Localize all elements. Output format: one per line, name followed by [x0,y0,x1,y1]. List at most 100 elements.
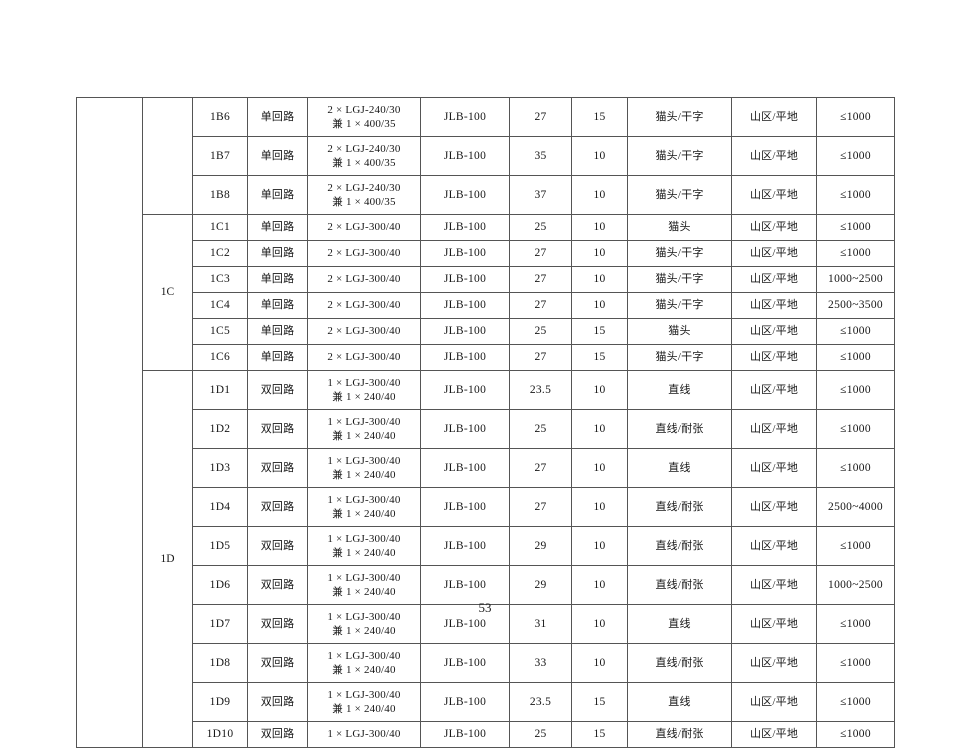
tower-type-cell: 猫头/干字 [627,292,732,319]
code-cell: 1C5 [192,318,248,345]
terrain-cell: 山区/平地 [731,175,817,215]
altitude-cell: ≤1000 [816,97,895,137]
tower-type-cell: 直线 [627,448,732,488]
table-row: 1C6 单回路 2 × LGJ-300/40 JLB-100 27 15 猫头/干字 山区/平… [77,344,895,371]
conductor-line-2-value: 1 × 240/40 [345,546,396,559]
conductor-line-1: 2 × LGJ-300/40 [327,247,401,260]
code-cell: 1C2 [192,240,248,267]
conductor-line-2: 兼 1 × 400/35 [310,156,418,170]
conductor-line-2-value: 1 × 240/40 [345,585,396,598]
ground-wire-cell: JLB-100 [420,240,510,267]
tower-type-cell: 直线/耐张 [627,565,732,605]
conductor-line-1: 1 × LGJ-300/40 [327,728,401,741]
ground-wire-cell: JLB-100 [420,318,510,345]
terrain-cell: 山区/平地 [731,526,817,566]
conductor-spec-cell: 2 × LGJ-240/30 兼 1 × 400/35 [307,175,421,215]
altitude-cell: ≤1000 [816,682,895,722]
circuit-type-cell: 单回路 [247,175,308,215]
conductor-line-2-value: 1 × 240/40 [345,624,396,637]
code-cell: 1C1 [192,214,248,241]
conductor-spec-cell: 2 × LGJ-300/40 [307,240,421,267]
document-page: 1B6 单回路 2 × LGJ-240/30 兼 1 × 400/35 JLB-100 2… [76,97,895,748]
conductor-line-2-prefix: 兼 [332,117,343,130]
conductor-line-1: 2 × LGJ-300/40 [327,325,401,338]
span-cell: 15 [571,721,628,748]
table-row: 1C 1C1 单回路 2 × LGJ-300/40 JLB-100 25 10 猫头 山区/平地… [77,214,895,371]
table-body: 1B6 单回路 2 × LGJ-240/30 兼 1 × 400/35 JLB-100 2… [76,97,895,748]
span-cell: 10 [571,292,628,319]
table-row: 1C3 单回路 2 × LGJ-300/40 JLB-100 27 10 猫头/干字 山区/平… [77,266,895,293]
conductor-line-1: 1 × LGJ-300/40 [327,688,401,701]
conductor-line-2-value: 1 × 240/40 [345,663,396,676]
conductor-line-1: 2 × LGJ-240/30 [327,181,401,194]
ground-wire-cell: JLB-100 [420,409,510,449]
height-cell: 37 [509,175,572,215]
tower-type-cell: 直线/耐张 [627,721,732,748]
conductor-spec-cell: 1 × LGJ-300/40 兼 1 × 240/40 [307,565,421,605]
conductor-line-2-value: 1 × 400/35 [345,156,396,169]
tower-type-cell: 猫头 [627,214,732,241]
circuit-type-cell: 双回路 [247,448,308,488]
circuit-type-cell: 双回路 [247,643,308,683]
conductor-line-1: 1 × LGJ-300/40 [327,493,401,506]
conductor-line-1: 1 × LGJ-300/40 [327,610,401,623]
height-cell: 35 [509,136,572,176]
ground-wire-cell: JLB-100 [420,292,510,319]
span-cell: 10 [571,643,628,683]
conductor-line-2: 兼 1 × 400/35 [310,195,418,209]
conductor-line-2: 兼 1 × 240/40 [310,507,418,521]
altitude-cell: ≤1000 [816,526,895,566]
conductor-spec-cell: 1 × LGJ-300/40 兼 1 × 240/40 [307,643,421,683]
conductor-line-2: 兼 1 × 240/40 [310,702,418,716]
span-cell: 15 [571,97,628,137]
conductor-line-2: 兼 1 × 240/40 [310,663,418,677]
conductor-line-2: 兼 1 × 240/40 [310,468,418,482]
span-cell: 10 [571,409,628,449]
tower-type-cell: 猫头/干字 [627,344,732,371]
terrain-cell: 山区/平地 [731,409,817,449]
conductor-line-2: 兼 1 × 240/40 [310,585,418,599]
code-cell: 1D10 [192,721,248,748]
altitude-cell: ≤1000 [816,214,895,241]
code-cell: 1D8 [192,643,248,683]
conductor-spec-cell: 1 × LGJ-300/40 兼 1 × 240/40 [307,487,421,527]
conductor-line-1: 1 × LGJ-300/40 [327,649,401,662]
span-cell: 15 [571,682,628,722]
conductor-line-2-prefix: 兼 [332,585,343,598]
tower-type-cell: 猫头/干字 [627,240,732,267]
span-cell: 10 [571,214,628,241]
conductor-line-1: 1 × LGJ-300/40 [327,571,401,584]
tower-type-cell: 直线 [627,370,732,410]
span-cell: 15 [571,344,628,371]
conductor-line-2-value: 1 × 400/35 [345,195,396,208]
height-cell: 25 [509,318,572,345]
table-row: 1B8 单回路 2 × LGJ-240/30 兼 1 × 400/35 JLB-100 3… [77,175,895,215]
tower-type-cell: 直线/耐张 [627,526,732,566]
height-cell: 27 [509,266,572,293]
altitude-cell: ≤1000 [816,136,895,176]
tower-type-cell: 直线/耐张 [627,487,732,527]
circuit-type-cell: 单回路 [247,214,308,241]
circuit-type-cell: 单回路 [247,136,308,176]
circuit-type-cell: 双回路 [247,409,308,449]
ground-wire-cell: JLB-100 [420,214,510,241]
code-cell: 1B8 [192,175,248,215]
height-cell: 27 [509,292,572,319]
conductor-line-1: 1 × LGJ-300/40 [327,532,401,545]
conductor-spec-cell: 2 × LGJ-240/30 兼 1 × 400/35 [307,136,421,176]
height-cell: 23.5 [509,370,572,410]
ground-wire-cell: JLB-100 [420,721,510,748]
conductor-line-2: 兼 1 × 240/40 [310,390,418,404]
tower-type-cell: 直线/耐张 [627,409,732,449]
code-cell: 1D1 [192,370,248,410]
conductor-spec-cell: 2 × LGJ-300/40 [307,214,421,241]
terrain-cell: 山区/平地 [731,240,817,267]
circuit-type-cell: 双回路 [247,526,308,566]
conductor-line-2-value: 1 × 400/35 [345,117,396,130]
altitude-cell: 1000~2500 [816,565,895,605]
ground-wire-cell: JLB-100 [420,370,510,410]
ground-wire-cell: JLB-100 [420,97,510,137]
code-cell: 1C6 [192,344,248,371]
conductor-line-2-prefix: 兼 [332,390,343,403]
table-row: 1D2 双回路 1 × LGJ-300/40 兼 1 × 240/40 JLB-100 2… [77,409,895,449]
